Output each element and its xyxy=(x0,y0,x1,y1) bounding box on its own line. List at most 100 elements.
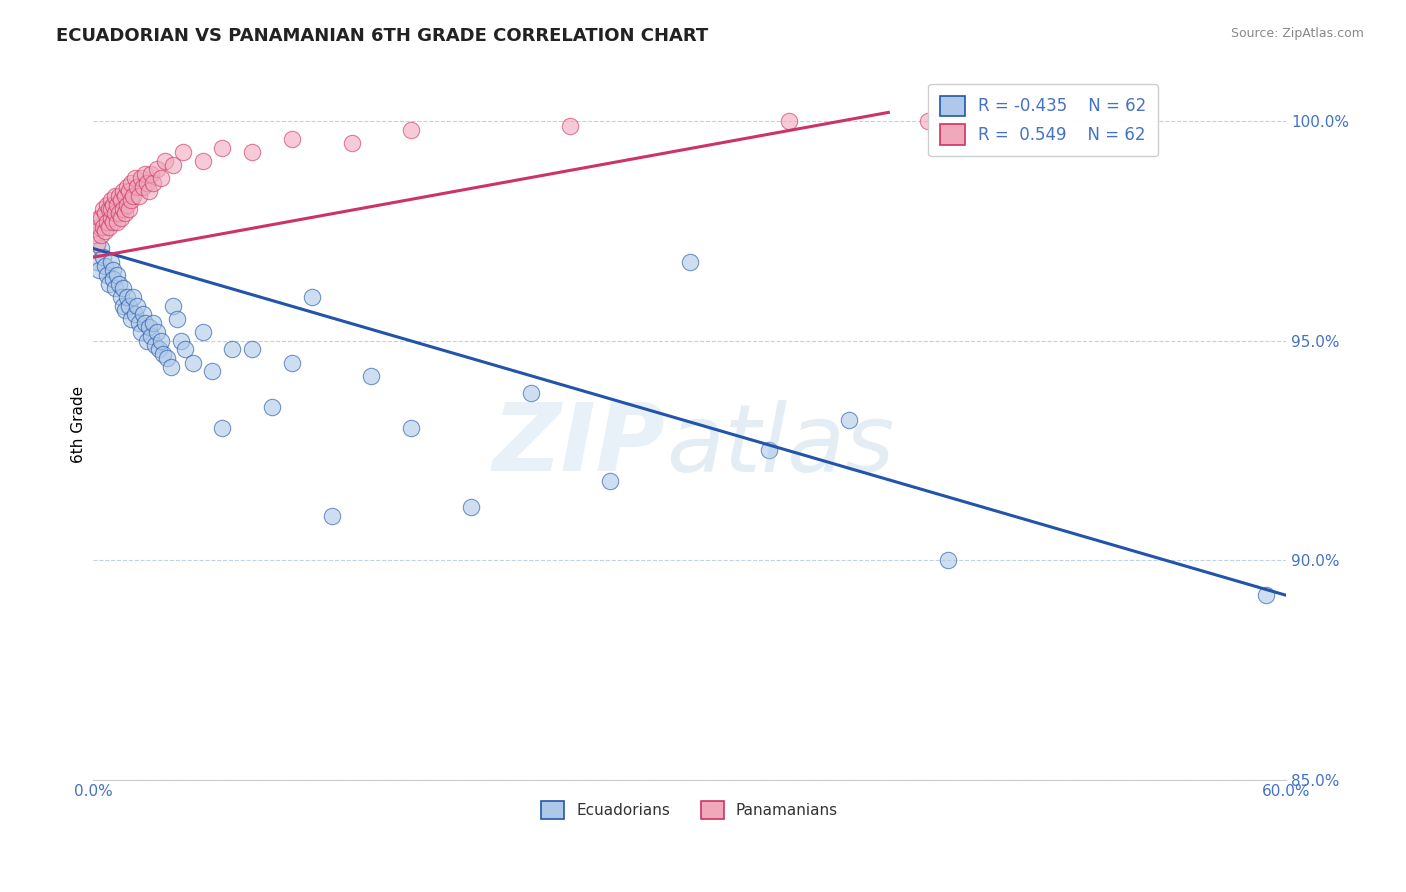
Point xyxy=(86,237,108,252)
Point xyxy=(94,206,117,220)
Point xyxy=(90,211,112,225)
Point xyxy=(118,202,141,216)
Point xyxy=(114,206,136,220)
Point xyxy=(100,254,122,268)
Point xyxy=(108,206,131,220)
Point xyxy=(115,180,138,194)
Point xyxy=(166,311,188,326)
Point xyxy=(122,189,145,203)
Point xyxy=(152,347,174,361)
Point xyxy=(301,290,323,304)
Point xyxy=(108,277,131,291)
Point xyxy=(138,185,160,199)
Point xyxy=(142,316,165,330)
Point xyxy=(98,277,121,291)
Point xyxy=(108,189,131,203)
Point xyxy=(132,180,155,194)
Point xyxy=(262,400,284,414)
Point xyxy=(111,202,134,216)
Point xyxy=(139,167,162,181)
Point xyxy=(162,158,184,172)
Point xyxy=(84,228,107,243)
Point xyxy=(100,202,122,216)
Point xyxy=(146,162,169,177)
Point xyxy=(124,307,146,321)
Point xyxy=(678,254,700,268)
Point xyxy=(90,228,112,243)
Point xyxy=(89,219,111,234)
Point xyxy=(162,299,184,313)
Point xyxy=(211,421,233,435)
Point xyxy=(110,211,132,225)
Point xyxy=(125,299,148,313)
Point xyxy=(100,193,122,207)
Point xyxy=(143,338,166,352)
Point xyxy=(114,189,136,203)
Point xyxy=(149,334,172,348)
Point xyxy=(917,114,939,128)
Point xyxy=(599,474,621,488)
Point xyxy=(321,509,343,524)
Point xyxy=(838,412,860,426)
Point xyxy=(401,421,423,435)
Point xyxy=(91,202,114,216)
Point xyxy=(240,145,263,159)
Point xyxy=(89,263,111,277)
Point xyxy=(201,364,224,378)
Point xyxy=(111,281,134,295)
Point xyxy=(560,119,582,133)
Point xyxy=(460,500,482,515)
Point xyxy=(104,189,127,203)
Point xyxy=(128,316,150,330)
Point xyxy=(340,136,363,150)
Point xyxy=(191,153,214,168)
Point xyxy=(149,171,172,186)
Point xyxy=(146,325,169,339)
Point xyxy=(169,334,191,348)
Point xyxy=(118,299,141,313)
Point xyxy=(240,343,263,357)
Point xyxy=(115,290,138,304)
Point xyxy=(142,176,165,190)
Point xyxy=(86,254,108,268)
Point xyxy=(96,215,118,229)
Point xyxy=(101,215,124,229)
Point xyxy=(401,123,423,137)
Point xyxy=(134,316,156,330)
Point xyxy=(173,343,195,357)
Point xyxy=(111,299,134,313)
Point xyxy=(98,219,121,234)
Point xyxy=(94,224,117,238)
Point xyxy=(111,185,134,199)
Point xyxy=(139,329,162,343)
Point xyxy=(101,197,124,211)
Text: ZIP: ZIP xyxy=(494,400,665,491)
Point xyxy=(98,202,121,216)
Point xyxy=(360,368,382,383)
Point xyxy=(110,193,132,207)
Text: ECUADORIAN VS PANAMANIAN 6TH GRADE CORRELATION CHART: ECUADORIAN VS PANAMANIAN 6TH GRADE CORRE… xyxy=(56,27,709,45)
Point xyxy=(172,145,194,159)
Point xyxy=(135,176,157,190)
Point xyxy=(778,114,800,128)
Point xyxy=(153,153,176,168)
Point xyxy=(221,343,243,357)
Point xyxy=(120,311,142,326)
Point xyxy=(148,343,170,357)
Point xyxy=(134,167,156,181)
Point xyxy=(125,180,148,194)
Point xyxy=(101,263,124,277)
Point xyxy=(129,325,152,339)
Point xyxy=(110,290,132,304)
Point xyxy=(96,268,118,282)
Point xyxy=(118,185,141,199)
Point xyxy=(104,281,127,295)
Point xyxy=(156,351,179,366)
Point xyxy=(96,197,118,211)
Point xyxy=(91,219,114,234)
Point xyxy=(132,307,155,321)
Point xyxy=(936,553,959,567)
Point xyxy=(120,176,142,190)
Point xyxy=(100,211,122,225)
Text: Source: ZipAtlas.com: Source: ZipAtlas.com xyxy=(1230,27,1364,40)
